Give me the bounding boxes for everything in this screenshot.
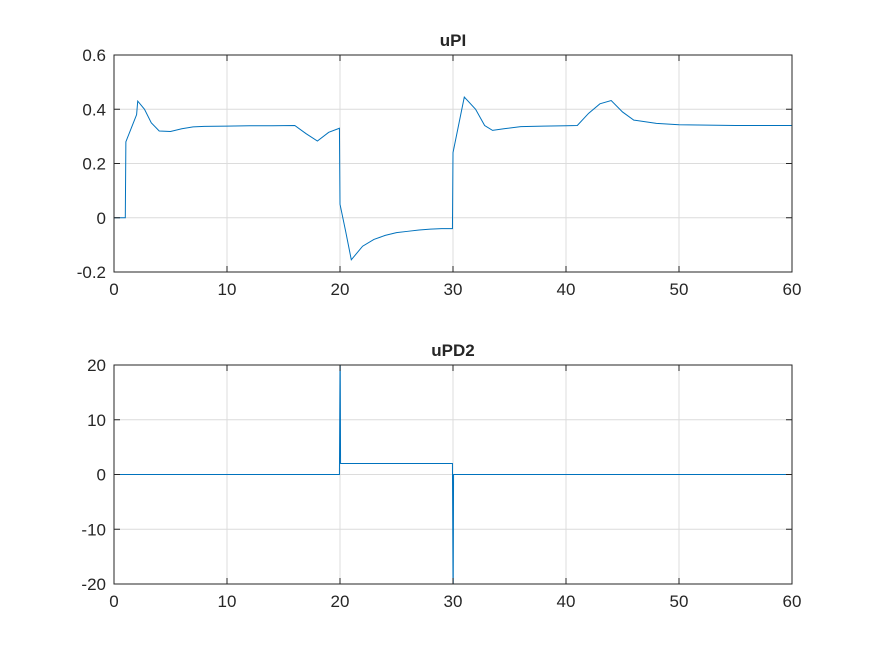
y-tick-label: 0.2 — [82, 155, 106, 174]
y-tick-label: -10 — [81, 520, 106, 539]
y-tick-label: 0 — [97, 209, 106, 228]
chart-title: uPD2 — [431, 341, 474, 360]
y-tick-label: 20 — [87, 356, 106, 375]
x-tick-label: 30 — [444, 592, 463, 611]
y-tick-label: -20 — [81, 575, 106, 594]
x-tick-label: 50 — [670, 280, 689, 299]
y-tick-label: 0 — [97, 466, 106, 485]
subplot-upd2: 0 10 20 30 40 50 60 -20 -10 0 10 20 uPD2 — [81, 341, 801, 611]
x-tick-label: 50 — [670, 592, 689, 611]
y-tick-label: -0.2 — [77, 263, 106, 282]
y-tick-label: 0.6 — [82, 46, 106, 65]
y-tick-label: 0.4 — [82, 100, 106, 119]
x-tick-label: 60 — [783, 280, 802, 299]
x-tick-label: 30 — [444, 280, 463, 299]
x-tick-label: 60 — [783, 592, 802, 611]
x-tick-label: 40 — [557, 592, 576, 611]
y-tick-label: 10 — [87, 411, 106, 430]
series-line-0 — [114, 95, 792, 261]
x-tick-label: 10 — [218, 280, 237, 299]
series-line-0 — [114, 364, 792, 585]
x-tick-label: 10 — [218, 592, 237, 611]
x-tick-label: 20 — [331, 280, 350, 299]
x-tick-label: 0 — [109, 280, 118, 299]
x-tick-label: 0 — [109, 592, 118, 611]
chart-title: uPI — [440, 31, 466, 50]
x-tick-label: 40 — [557, 280, 576, 299]
x-tick-label: 20 — [331, 592, 350, 611]
